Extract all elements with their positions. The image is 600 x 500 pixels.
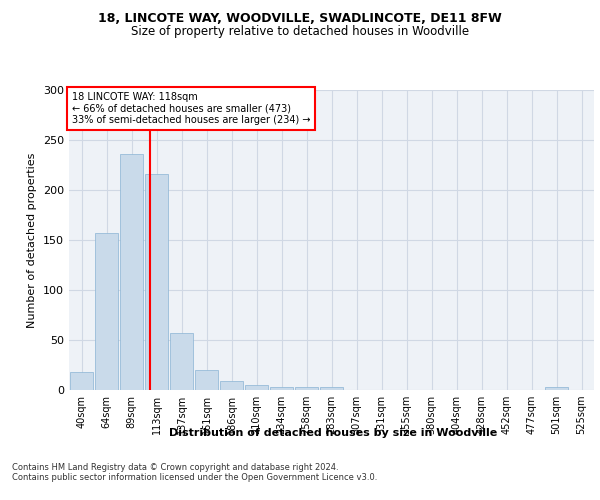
Text: Contains public sector information licensed under the Open Government Licence v3: Contains public sector information licen… — [12, 474, 377, 482]
Text: Contains HM Land Registry data © Crown copyright and database right 2024.: Contains HM Land Registry data © Crown c… — [12, 464, 338, 472]
Text: 18 LINCOTE WAY: 118sqm
← 66% of detached houses are smaller (473)
33% of semi-de: 18 LINCOTE WAY: 118sqm ← 66% of detached… — [71, 92, 310, 124]
Bar — [70, 372, 93, 390]
Text: 18, LINCOTE WAY, WOODVILLE, SWADLINCOTE, DE11 8FW: 18, LINCOTE WAY, WOODVILLE, SWADLINCOTE,… — [98, 12, 502, 26]
Bar — [295, 387, 318, 390]
Text: Distribution of detached houses by size in Woodville: Distribution of detached houses by size … — [169, 428, 497, 438]
Bar — [145, 174, 168, 390]
Bar — [95, 233, 118, 390]
Bar — [170, 333, 193, 390]
Bar — [545, 387, 568, 390]
Bar — [320, 387, 343, 390]
Bar — [120, 154, 143, 390]
Bar — [270, 387, 293, 390]
Y-axis label: Number of detached properties: Number of detached properties — [28, 152, 37, 328]
Bar — [220, 381, 243, 390]
Text: Size of property relative to detached houses in Woodville: Size of property relative to detached ho… — [131, 25, 469, 38]
Bar — [195, 370, 218, 390]
Bar — [245, 385, 268, 390]
